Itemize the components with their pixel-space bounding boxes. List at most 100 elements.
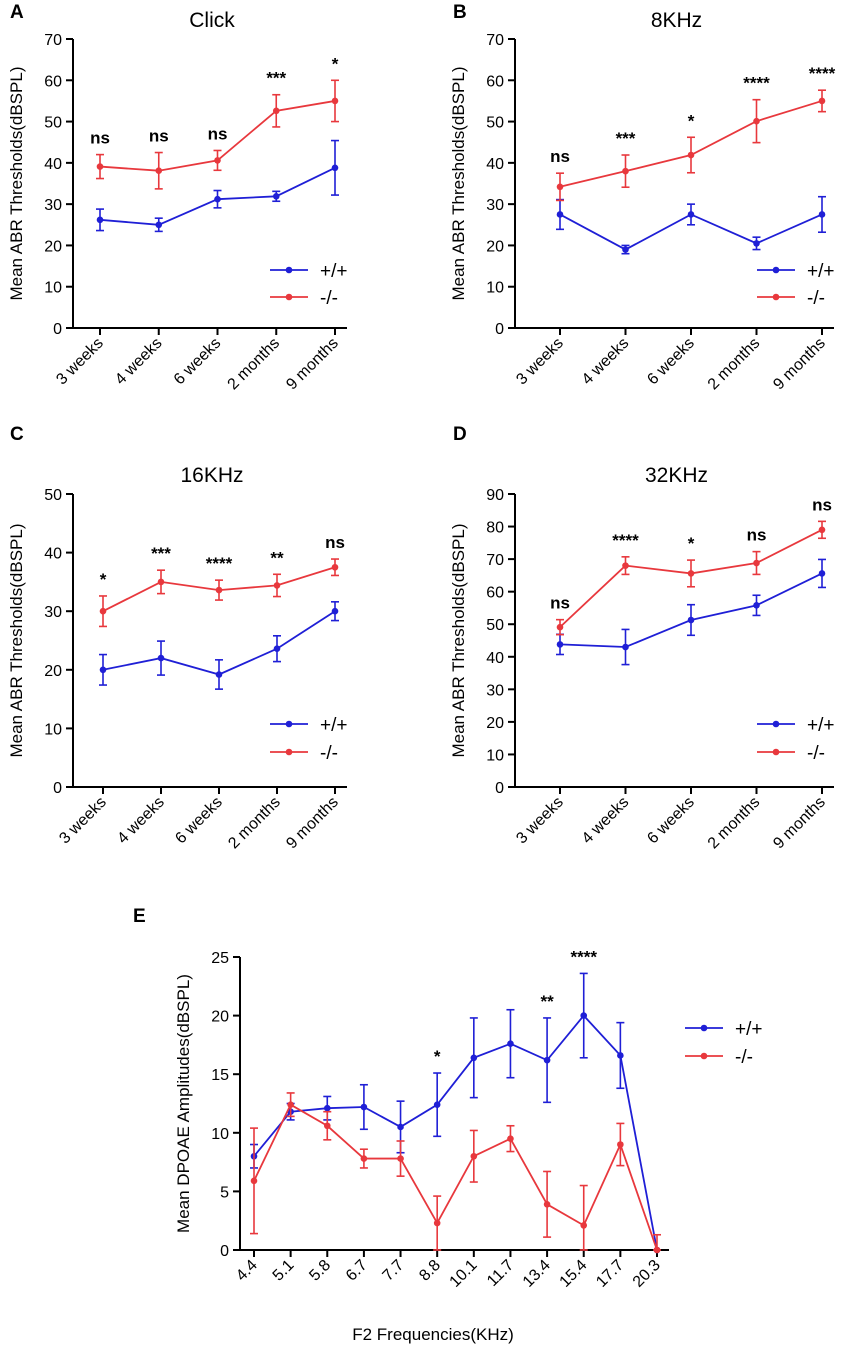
data-point xyxy=(433,1219,441,1227)
x-tick-label: 5.1 xyxy=(270,1257,298,1285)
y-tick-label: 40 xyxy=(486,650,504,667)
legend-label: -/- xyxy=(320,743,338,764)
data-point xyxy=(753,240,760,247)
y-tick-label: 60 xyxy=(486,73,504,90)
significance-label: ** xyxy=(270,548,284,567)
legend-marker xyxy=(285,720,293,728)
legend-marker xyxy=(285,748,293,756)
x-tick-label: 6.7 xyxy=(343,1257,371,1285)
data-point xyxy=(622,562,629,569)
x-tick-label: 4 weeks xyxy=(114,794,168,848)
chart-panel-c: C 16KHz 0 10 20 30 40 50 3 weeks 4 weeks 6 weeks 2 … xyxy=(7,424,347,852)
y-tick-label: 50 xyxy=(486,617,504,634)
y-tick-label: 70 xyxy=(44,32,62,49)
significance-label: **** xyxy=(743,74,770,93)
legend-entry: +/+ xyxy=(685,1019,762,1040)
significance-label: *** xyxy=(266,69,286,88)
y-tick-label: 80 xyxy=(486,520,504,537)
legend-marker xyxy=(772,293,780,301)
series-knockout xyxy=(99,558,339,628)
y-tick-label: 15 xyxy=(211,1067,229,1084)
x-tick-label: 3 weeks xyxy=(56,794,110,848)
y-tick-label: 20 xyxy=(486,238,504,255)
series-line xyxy=(253,1014,658,1251)
y-tick-label: 70 xyxy=(486,552,504,569)
series-wildtype xyxy=(99,601,339,690)
significance-label: ns xyxy=(149,127,169,146)
legend-label: -/- xyxy=(807,743,825,764)
x-tick-label: 9 months xyxy=(283,794,342,853)
x-tick-label: 9 months xyxy=(283,335,342,394)
chart-panel-e: E 0 5 10 15 20 25 4.4 5.1 5.8 6.7 7.7 8.8 10.1 11.7 13.… xyxy=(133,906,762,1344)
data-point xyxy=(215,586,223,594)
panel-letter: A xyxy=(10,2,24,23)
y-axis-label: Mean ABR Thresholds(dBSPL) xyxy=(449,523,468,757)
y-tick-label: 20 xyxy=(211,1009,229,1026)
chart-panel-a: A Click 0 10 20 30 40 50 60 70 3 weeks 4 weeks 6 wee… xyxy=(7,2,347,393)
legend-entry: -/- xyxy=(757,288,825,309)
legend-marker xyxy=(772,266,780,274)
y-tick-label: 0 xyxy=(220,1243,229,1260)
legend-label: +/+ xyxy=(807,715,834,736)
x-tick-label: 6 weeks xyxy=(644,794,698,848)
data-point xyxy=(580,1222,588,1229)
y-tick-label: 50 xyxy=(486,115,504,132)
significance-label: * xyxy=(332,54,339,73)
x-tick-label: 5.8 xyxy=(306,1257,334,1285)
data-point xyxy=(272,107,280,115)
legend-entry: +/+ xyxy=(270,715,347,736)
x-tick-label: 3 weeks xyxy=(513,335,567,389)
data-point xyxy=(507,1135,514,1142)
data-point xyxy=(687,570,695,577)
y-tick-label: 0 xyxy=(495,321,504,338)
y-axis-label: Mean ABR Thresholds(dBSPL) xyxy=(7,66,26,300)
data-point xyxy=(622,643,629,651)
y-tick-label: 30 xyxy=(44,604,62,621)
significance-label: * xyxy=(100,570,107,589)
x-tick-label: 2 months xyxy=(705,794,764,853)
significance-label: ns xyxy=(325,533,345,552)
y-tick-label: 20 xyxy=(44,238,62,255)
y-tick-label: 25 xyxy=(211,950,229,967)
legend-label: +/+ xyxy=(320,261,347,282)
x-tick-label: 20.3 xyxy=(630,1257,664,1291)
data-point xyxy=(556,623,564,631)
data-point xyxy=(157,654,165,662)
data-point xyxy=(687,616,695,624)
data-point xyxy=(272,192,280,200)
x-tick-label: 4 weeks xyxy=(112,335,166,389)
data-point xyxy=(753,602,760,609)
y-tick-label: 0 xyxy=(53,780,62,797)
data-point xyxy=(331,97,339,105)
y-tick-label: 40 xyxy=(44,546,62,563)
legend-label: -/- xyxy=(807,288,825,309)
legend-label: -/- xyxy=(735,1047,753,1068)
series-wildtype xyxy=(250,972,661,1254)
data-point xyxy=(96,216,104,224)
significance-label: ** xyxy=(540,992,554,1011)
legend-entry: -/- xyxy=(757,743,825,764)
legend-entry: +/+ xyxy=(757,261,834,282)
x-tick-label: 4.4 xyxy=(233,1257,261,1285)
data-point xyxy=(753,559,760,567)
x-tick-label: 2 months xyxy=(225,794,284,853)
data-point xyxy=(287,1101,294,1108)
data-point xyxy=(433,1101,441,1108)
significance-label: **** xyxy=(570,947,597,966)
x-tick-label: 7.7 xyxy=(380,1257,408,1285)
legend-marker xyxy=(285,266,293,274)
data-point xyxy=(617,1052,624,1059)
y-tick-label: 0 xyxy=(495,780,504,797)
x-tick-label: 3 weeks xyxy=(513,794,567,848)
y-tick-label: 40 xyxy=(44,156,62,173)
data-point xyxy=(331,607,339,615)
chart-title: 16KHz xyxy=(180,464,243,487)
y-tick-label: 30 xyxy=(486,197,504,214)
legend-marker xyxy=(772,748,780,756)
data-point xyxy=(622,167,629,175)
data-point xyxy=(273,645,281,653)
x-tick-label: 4 weeks xyxy=(579,794,633,848)
series-line xyxy=(253,1103,658,1251)
y-tick-label: 50 xyxy=(44,115,62,132)
data-point xyxy=(99,607,107,615)
